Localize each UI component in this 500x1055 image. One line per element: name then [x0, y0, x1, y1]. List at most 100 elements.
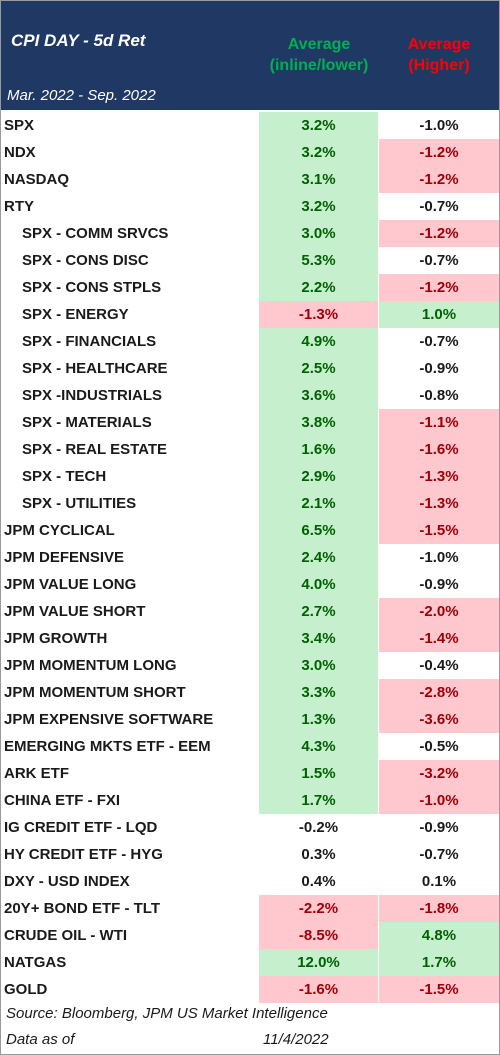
higher-average-value: -0.7% — [379, 328, 499, 355]
inline-average-value: 2.1% — [259, 490, 378, 517]
higher-average-value: -2.0% — [379, 598, 499, 625]
row-label: SPX - REAL ESTATE — [22, 441, 168, 458]
inline-average-value: 12.0% — [259, 949, 378, 976]
higher-average-value: 4.8% — [379, 922, 499, 949]
inline-average-value: -1.3% — [259, 301, 378, 328]
row-label: SPX — [4, 117, 35, 134]
inline-average-value: -0.2% — [259, 814, 378, 841]
higher-average-value: -1.3% — [379, 490, 499, 517]
row-label: SPX - UTILITIES — [22, 495, 137, 512]
row-label: NDX — [4, 144, 36, 161]
higher-average-value: -1.2% — [379, 139, 499, 166]
higher-average-value: -1.2% — [379, 274, 499, 301]
inline-average-value: 0.3% — [259, 841, 378, 868]
table-row: 20Y+ BOND ETF - TLT -2.2% -1.8% — [1, 895, 499, 922]
table-row: NATGAS 12.0% 1.7% — [1, 949, 499, 976]
row-label: NASDAQ — [4, 171, 70, 188]
inline-average-value: 2.5% — [259, 355, 378, 382]
higher-average-value: -1.2% — [379, 166, 499, 193]
column-header-higher-line1: Average — [407, 36, 471, 53]
table-title: CPI DAY - 5d Ret — [11, 31, 146, 50]
row-label: JPM EXPENSIVE SOFTWARE — [4, 711, 214, 728]
row-label: SPX - CONS STPLS — [22, 279, 162, 296]
inline-average-value: 1.3% — [259, 706, 378, 733]
row-label: SPX - HEALTHCARE — [22, 360, 168, 377]
table-row: SPX - MATERIALS 3.8% -1.1% — [1, 409, 499, 436]
table-row: CRUDE OIL - WTI -8.5% 4.8% — [1, 922, 499, 949]
inline-average-value: 2.4% — [259, 544, 378, 571]
inline-average-value: 3.1% — [259, 166, 378, 193]
row-label: DXY - USD INDEX — [4, 873, 130, 890]
higher-average-value: -1.5% — [379, 517, 499, 544]
inline-average-value: 3.8% — [259, 409, 378, 436]
table-row: SPX - TECH 2.9% -1.3% — [1, 463, 499, 490]
higher-average-value: -0.9% — [379, 814, 499, 841]
table-row: IG CREDIT ETF - LQD -0.2% -0.9% — [1, 814, 499, 841]
higher-average-value: -1.0% — [379, 112, 499, 139]
source-note: Source: Bloomberg, JPM US Market Intelli… — [6, 1005, 328, 1022]
table-row: JPM VALUE LONG 4.0% -0.9% — [1, 571, 499, 598]
date-range: Mar. 2022 - Sep. 2022 — [7, 87, 156, 104]
table-row: EMERGING MKTS ETF - EEM 4.3% -0.5% — [1, 733, 499, 760]
inline-average-value: 2.9% — [259, 463, 378, 490]
inline-average-value: 1.6% — [259, 436, 378, 463]
higher-average-value: -0.9% — [379, 355, 499, 382]
higher-average-value: -0.8% — [379, 382, 499, 409]
higher-average-value: -2.8% — [379, 679, 499, 706]
inline-average-value: 3.3% — [259, 679, 378, 706]
higher-average-value: 0.1% — [379, 868, 499, 895]
higher-average-value: -1.1% — [379, 409, 499, 436]
inline-average-value: 3.4% — [259, 625, 378, 652]
higher-average-value: -1.2% — [379, 220, 499, 247]
data-as-of-date: 11/4/2022 — [263, 1031, 329, 1048]
row-label: JPM DEFENSIVE — [4, 549, 125, 566]
table-row: JPM EXPENSIVE SOFTWARE 1.3% -3.6% — [1, 706, 499, 733]
row-label: JPM MOMENTUM LONG — [4, 657, 177, 674]
table-row: JPM MOMENTUM LONG 3.0% -0.4% — [1, 652, 499, 679]
higher-average-value: -3.6% — [379, 706, 499, 733]
row-label: IG CREDIT ETF - LQD — [4, 819, 158, 836]
table-row: SPX - COMM SRVCS 3.0% -1.2% — [1, 220, 499, 247]
inline-average-value: 3.2% — [259, 139, 378, 166]
inline-average-value: 4.3% — [259, 733, 378, 760]
table-row: JPM GROWTH 3.4% -1.4% — [1, 625, 499, 652]
table-row: HY CREDIT ETF - HYG 0.3% -0.7% — [1, 841, 499, 868]
table-row: SPX -INDUSTRIALS 3.6% -0.8% — [1, 382, 499, 409]
inline-average-value: -1.6% — [259, 976, 378, 1003]
higher-average-value: -0.7% — [379, 193, 499, 220]
table-row: ARK ETF 1.5% -3.2% — [1, 760, 499, 787]
row-label: CRUDE OIL - WTI — [4, 927, 128, 944]
row-label: 20Y+ BOND ETF - TLT — [4, 900, 160, 917]
table-row: SPX - REAL ESTATE 1.6% -1.6% — [1, 436, 499, 463]
row-label: SPX - MATERIALS — [22, 414, 152, 431]
inline-average-value: -2.2% — [259, 895, 378, 922]
row-label: ARK ETF — [4, 765, 69, 782]
row-label: JPM MOMENTUM SHORT — [4, 684, 186, 701]
higher-average-value: -0.7% — [379, 841, 499, 868]
column-header-higher-line2: (Higher) — [408, 57, 470, 74]
table-row: SPX - HEALTHCARE 2.5% -0.9% — [1, 355, 499, 382]
inline-average-value: 3.2% — [259, 112, 378, 139]
row-label: GOLD — [4, 981, 48, 998]
table-row: JPM VALUE SHORT 2.7% -2.0% — [1, 598, 499, 625]
row-label: JPM VALUE SHORT — [4, 603, 146, 620]
table-row: CHINA ETF - FXI 1.7% -1.0% — [1, 787, 499, 814]
column-header-inline-line1: Average — [287, 36, 351, 53]
higher-average-value: -1.3% — [379, 463, 499, 490]
row-label: SPX - ENERGY — [22, 306, 129, 323]
column-header-higher: Average (Higher) — [379, 34, 499, 76]
table-row: SPX - CONS STPLS 2.2% -1.2% — [1, 274, 499, 301]
row-label: SPX - TECH — [22, 468, 107, 485]
inline-average-value: 5.3% — [259, 247, 378, 274]
higher-average-value: -0.9% — [379, 571, 499, 598]
row-label: EMERGING MKTS ETF - EEM — [4, 738, 211, 755]
inline-average-value: -8.5% — [259, 922, 378, 949]
data-as-of-label: Data as of — [6, 1031, 75, 1048]
higher-average-value: -3.2% — [379, 760, 499, 787]
table-row: SPX - CONS DISC 5.3% -0.7% — [1, 247, 499, 274]
table-row: NASDAQ 3.1% -1.2% — [1, 166, 499, 193]
row-label: NATGAS — [4, 954, 67, 971]
column-header-inline-line2: (inline/lower) — [269, 57, 369, 74]
row-label: JPM VALUE LONG — [4, 576, 137, 593]
higher-average-value: -1.5% — [379, 976, 499, 1003]
